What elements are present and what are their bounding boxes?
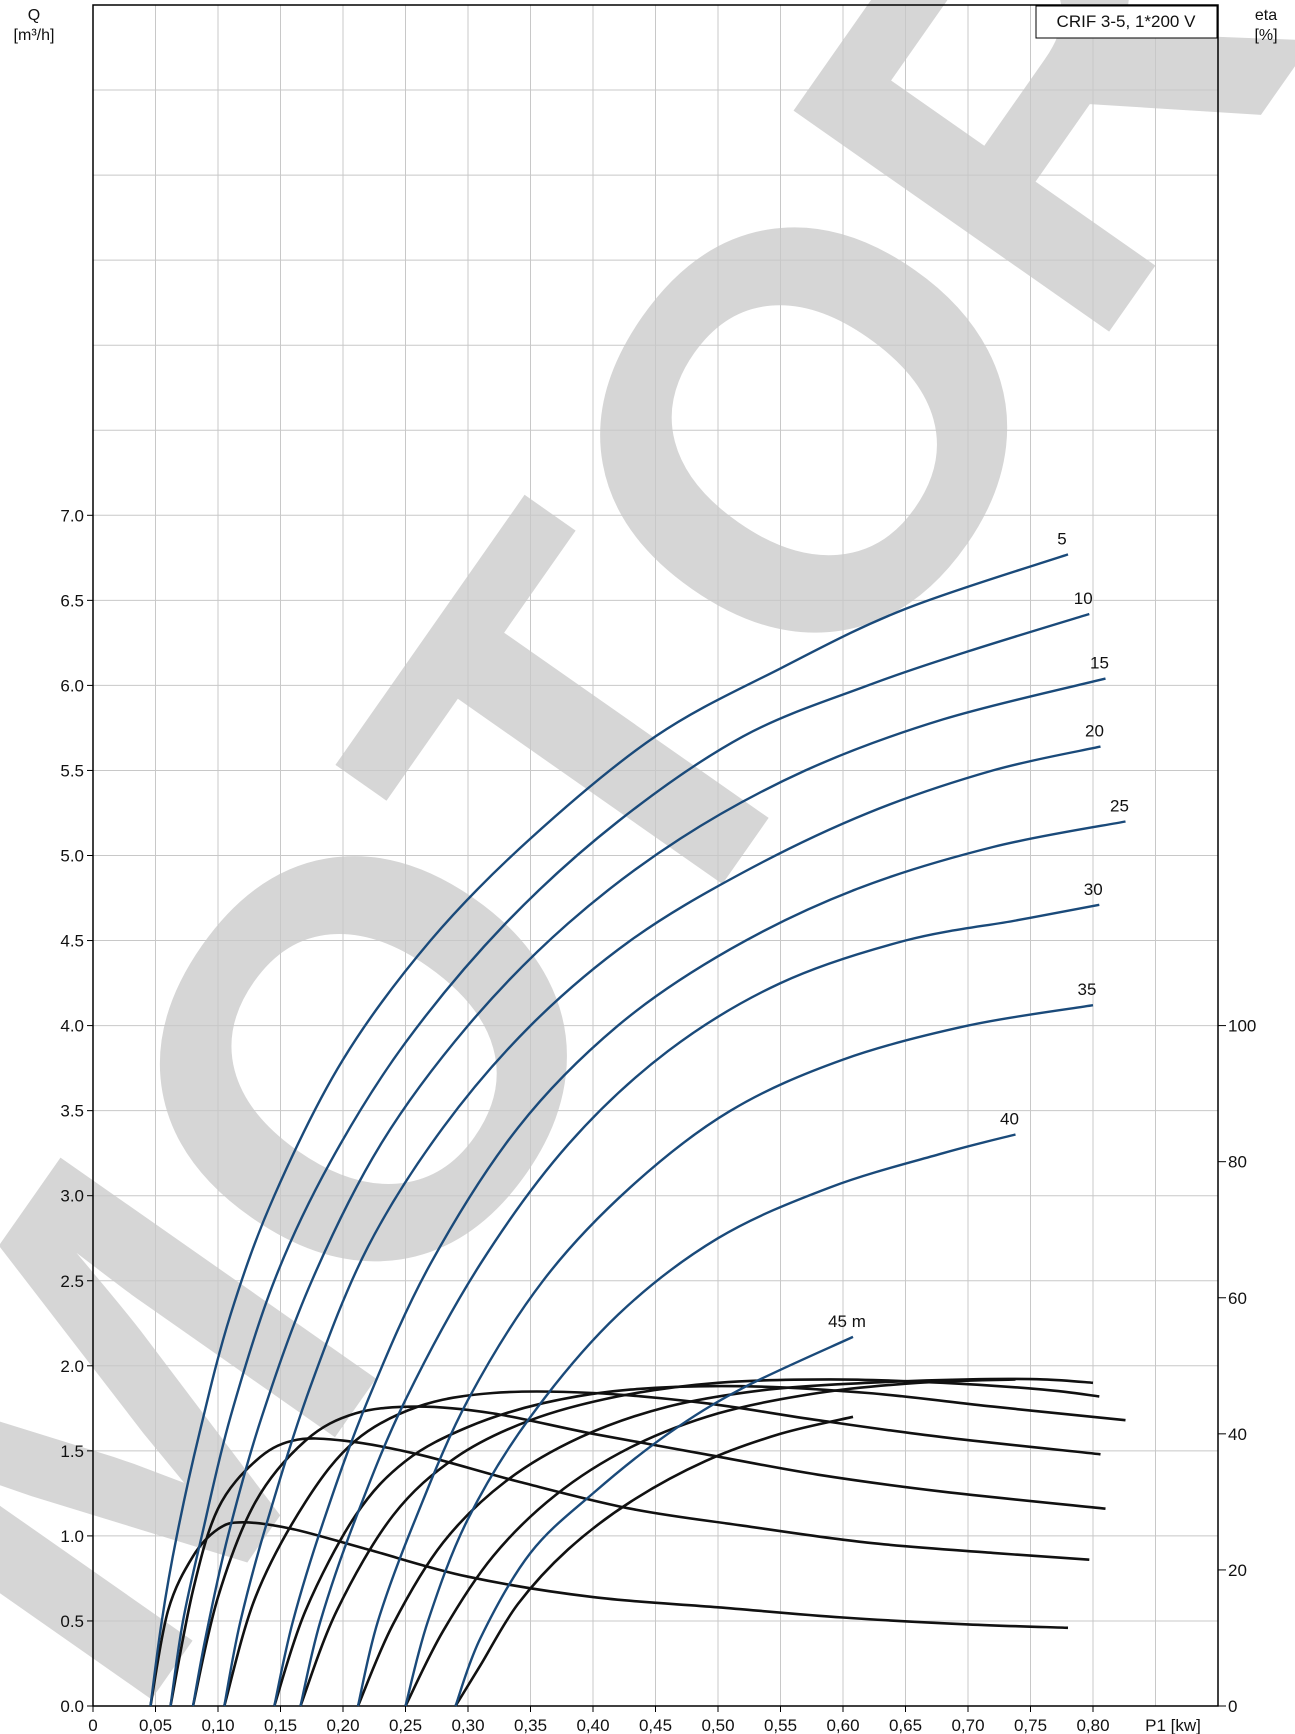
y-axis-left-title-line1: Q [28,7,40,24]
y-left-tick-label: 0.0 [60,1697,84,1716]
model-label-box [1035,5,1218,39]
y-left-tick-label: 4.5 [60,932,84,951]
x-tick-label: 0,25 [389,1716,422,1734]
x-tick-label: 0,35 [514,1716,547,1734]
y-left-tick-label: 5.5 [60,761,84,780]
y-axis-left-ticks: 0.0 0.5 1.0 1.5 2.0 2.5 3.0 3.5 4.0 4.5 5.0 5.5 6.0 6… [60,506,93,1716]
x-tick-label: 0,20 [326,1716,359,1734]
y-axis-right-ticks: 0 20 40 60 80 100 [1218,1017,1256,1716]
x-tick-label: 0,50 [701,1716,734,1734]
y-left-tick-label: 3.5 [60,1102,84,1121]
curve-label-30: 30 [1084,880,1103,899]
flow-curve-30 [299,903,1100,1707]
flow-curve-25 [273,820,1126,1707]
x-tick-label: 0,40 [576,1716,609,1734]
efficiency-curve-eta-25 [273,1384,1126,1707]
flow-curve-45-m [454,1335,854,1707]
efficiency-curve-eta-5 [149,1520,1069,1707]
curve-label-20: 20 [1085,722,1104,741]
efficiency-curves [149,1377,1126,1707]
x-axis-title: P1 [kw] [1145,1716,1201,1734]
curve-label-35: 35 [1078,980,1097,999]
curve-label-15: 15 [1090,654,1109,673]
efficiency-curve-eta-30 [299,1378,1100,1707]
curve-label-25: 25 [1110,796,1129,815]
y-left-tick-label: 5.0 [60,847,84,866]
y-right-tick-label: 80 [1228,1153,1247,1172]
y-left-tick-label: 1.5 [60,1442,84,1461]
x-tick-label: 0,80 [1076,1716,1109,1734]
y-left-tick-label: 2.5 [60,1272,84,1291]
x-tick-label: 0,05 [139,1716,172,1734]
y-left-tick-label: 3.0 [60,1187,84,1206]
flow-curves [149,553,1126,1707]
efficiency-curve-eta-45 [454,1415,854,1707]
y-left-tick-label: 4.0 [60,1017,84,1036]
efficiency-curve-eta-20 [223,1390,1101,1707]
y-left-tick-label: 0.5 [60,1612,84,1631]
x-axis-ticks: 0 0,05 0,10 0,15 0,20 0,25 0,30 0,35 0,40 0,45 0,5… [88,1706,1110,1734]
y-right-tick-label: 60 [1228,1289,1247,1308]
x-tick-label: 0,70 [951,1716,984,1734]
x-tick-label: 0,55 [764,1716,797,1734]
x-tick-label: 0,75 [1014,1716,1047,1734]
x-tick-label: 0,60 [826,1716,859,1734]
x-tick-label: 0,30 [451,1716,484,1734]
curve-labels: 5 10 15 20 25 30 35 40 45 m [828,529,1129,1330]
y-right-tick-label: 0 [1228,1697,1237,1716]
flow-curve-35 [356,1004,1094,1707]
y-left-tick-label: 1.0 [60,1527,84,1546]
x-tick-label: 0,10 [201,1716,234,1734]
efficiency-curve-eta-15 [191,1405,1106,1707]
y-axis-right-title-line1: eta [1255,7,1277,24]
efficiency-curve-eta-10 [169,1437,1090,1707]
flow-curve-10 [169,612,1090,1707]
flow-curve-40 [404,1133,1016,1707]
curve-label-10: 10 [1074,589,1093,608]
efficiency-curve-eta-40 [404,1378,1016,1707]
x-tick-label: 0 [88,1716,97,1734]
y-left-tick-label: 6.5 [60,591,84,610]
y-left-tick-label: 2.0 [60,1357,84,1376]
curve-label-5: 5 [1057,529,1066,548]
y-left-tick-label: 7.0 [60,506,84,525]
x-tick-label: 0,45 [639,1716,672,1734]
y-left-tick-label: 6.0 [60,676,84,695]
flow-curve-20 [223,745,1101,1707]
curve-label-45-m: 45 m [828,1312,866,1331]
y-right-tick-label: 20 [1228,1561,1247,1580]
model-label: CRIF 3-5, 1*200 V [1057,12,1197,31]
flow-curve-15 [191,677,1106,1707]
curve-label-40: 40 [1000,1109,1019,1128]
x-tick-label: 0,15 [264,1716,297,1734]
flow-curve-5 [149,553,1069,1707]
chart-grid [93,4,1218,1706]
y-axis-right-title-line2: [%] [1254,27,1277,44]
y-right-tick-label: 40 [1228,1425,1247,1444]
y-axis-left-title-line2: [m³/h] [14,27,55,44]
x-tick-label: 0,65 [889,1716,922,1734]
y-right-tick-label: 100 [1228,1017,1256,1036]
